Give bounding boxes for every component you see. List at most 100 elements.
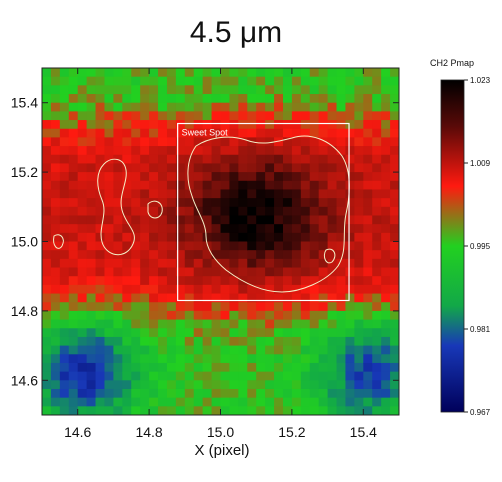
heatmap-cell bbox=[256, 362, 266, 373]
heatmap-cell bbox=[113, 380, 123, 390]
heatmap-cell bbox=[354, 293, 364, 303]
heatmap-cell bbox=[336, 206, 347, 217]
heatmap-cell bbox=[345, 258, 355, 269]
heatmap-cell bbox=[175, 180, 186, 191]
heatmap-cell bbox=[113, 189, 123, 199]
heatmap-cell bbox=[86, 68, 97, 78]
heatmap-cell bbox=[166, 406, 177, 415]
heatmap-cell bbox=[140, 232, 150, 243]
heatmap-cell bbox=[77, 137, 88, 147]
heatmap-cell bbox=[202, 120, 213, 130]
heatmap-cell bbox=[363, 189, 373, 199]
heatmap-cell bbox=[220, 284, 231, 295]
colorbar-tick-label: 1.009 bbox=[470, 159, 491, 168]
heatmap-cell bbox=[282, 76, 293, 86]
heatmap-cell bbox=[95, 94, 106, 104]
heatmap-cell bbox=[175, 328, 186, 338]
heatmap-cell bbox=[300, 310, 311, 321]
heatmap-cell bbox=[86, 328, 97, 338]
heatmap-cell bbox=[158, 354, 168, 364]
heatmap-cell bbox=[158, 345, 168, 355]
heatmap-cell bbox=[256, 354, 266, 364]
heatmap-cell bbox=[122, 128, 132, 139]
heatmap-cell bbox=[336, 94, 347, 104]
heatmap-cell bbox=[202, 172, 213, 182]
heatmap-cell bbox=[50, 258, 61, 269]
heatmap-cell bbox=[336, 293, 347, 303]
heatmap-cell bbox=[291, 111, 302, 121]
heatmap-cell bbox=[256, 215, 266, 225]
heatmap-cell bbox=[220, 163, 231, 173]
heatmap-cell bbox=[131, 310, 141, 321]
heatmap-cell bbox=[238, 76, 248, 86]
heatmap-cell bbox=[381, 397, 391, 407]
heatmap-cell bbox=[166, 85, 177, 95]
heatmap-cell bbox=[68, 137, 79, 147]
heatmap-cell bbox=[211, 189, 222, 199]
heatmap-cell bbox=[68, 319, 79, 329]
heatmap-cell bbox=[300, 406, 311, 415]
heatmap-cell bbox=[166, 310, 177, 321]
heatmap-cell bbox=[274, 94, 284, 104]
heatmap-cell bbox=[327, 345, 338, 355]
heatmap-cell bbox=[282, 154, 293, 165]
heatmap-cell bbox=[256, 94, 266, 104]
heatmap-cell bbox=[327, 371, 338, 381]
heatmap-cell bbox=[291, 128, 302, 139]
heatmap-cell bbox=[300, 232, 311, 243]
heatmap-cell bbox=[229, 354, 239, 364]
heatmap-cell bbox=[265, 336, 275, 347]
heatmap-cell bbox=[372, 224, 382, 234]
heatmap-cell bbox=[113, 206, 123, 217]
heatmap-cell bbox=[193, 154, 204, 165]
heatmap-cell bbox=[42, 224, 52, 234]
heatmap-cell bbox=[193, 276, 204, 286]
heatmap-cell bbox=[149, 154, 159, 165]
heatmap-cell bbox=[166, 163, 177, 173]
heatmap-cell bbox=[345, 198, 355, 208]
contour-line bbox=[147, 200, 163, 219]
heatmap-cell bbox=[42, 406, 52, 415]
heatmap-cell bbox=[95, 180, 106, 191]
colorbar-tick-label: 0.967 bbox=[470, 408, 491, 417]
heatmap-cell bbox=[229, 250, 239, 260]
heatmap-cell bbox=[42, 241, 52, 251]
heatmap-cell bbox=[77, 189, 88, 199]
heatmap-cell bbox=[184, 397, 195, 407]
heatmap-cell bbox=[336, 76, 347, 86]
heatmap-cell bbox=[291, 224, 302, 234]
heatmap-cell bbox=[309, 267, 320, 277]
heatmap-cell bbox=[327, 397, 338, 407]
heatmap-cell bbox=[282, 388, 293, 399]
heatmap-cell bbox=[184, 276, 195, 286]
heatmap-cell bbox=[381, 180, 391, 191]
heatmap-cell bbox=[166, 250, 177, 260]
heatmap-cell bbox=[149, 189, 159, 199]
heatmap-cell bbox=[77, 76, 88, 86]
heatmap-cell bbox=[265, 163, 275, 173]
heatmap-cell bbox=[86, 206, 97, 217]
heatmap-cell bbox=[42, 388, 52, 399]
heatmap-cell bbox=[122, 388, 132, 399]
heatmap-cell bbox=[184, 172, 195, 182]
heatmap-cell bbox=[113, 258, 123, 269]
heatmap-cell bbox=[42, 328, 52, 338]
heatmap-cell bbox=[265, 284, 275, 295]
heatmap-cell bbox=[256, 310, 266, 321]
heatmap-cell bbox=[247, 102, 257, 112]
heatmap-cell bbox=[202, 232, 213, 243]
heatmap-cell bbox=[229, 388, 239, 399]
heatmap-cell bbox=[318, 189, 329, 199]
heatmap-cell bbox=[247, 154, 257, 165]
heatmap-cell bbox=[327, 336, 338, 347]
heatmap-cell bbox=[175, 120, 186, 130]
heatmap-cell bbox=[149, 336, 159, 347]
heatmap-cell bbox=[59, 336, 70, 347]
heatmap-cell bbox=[291, 406, 302, 415]
heatmap-cell bbox=[184, 336, 195, 347]
heatmap-cell bbox=[202, 284, 213, 295]
heatmap-cell bbox=[50, 328, 61, 338]
heatmap-cell bbox=[309, 189, 320, 199]
heatmap-cell bbox=[265, 111, 275, 121]
heatmap-cell bbox=[175, 198, 186, 208]
